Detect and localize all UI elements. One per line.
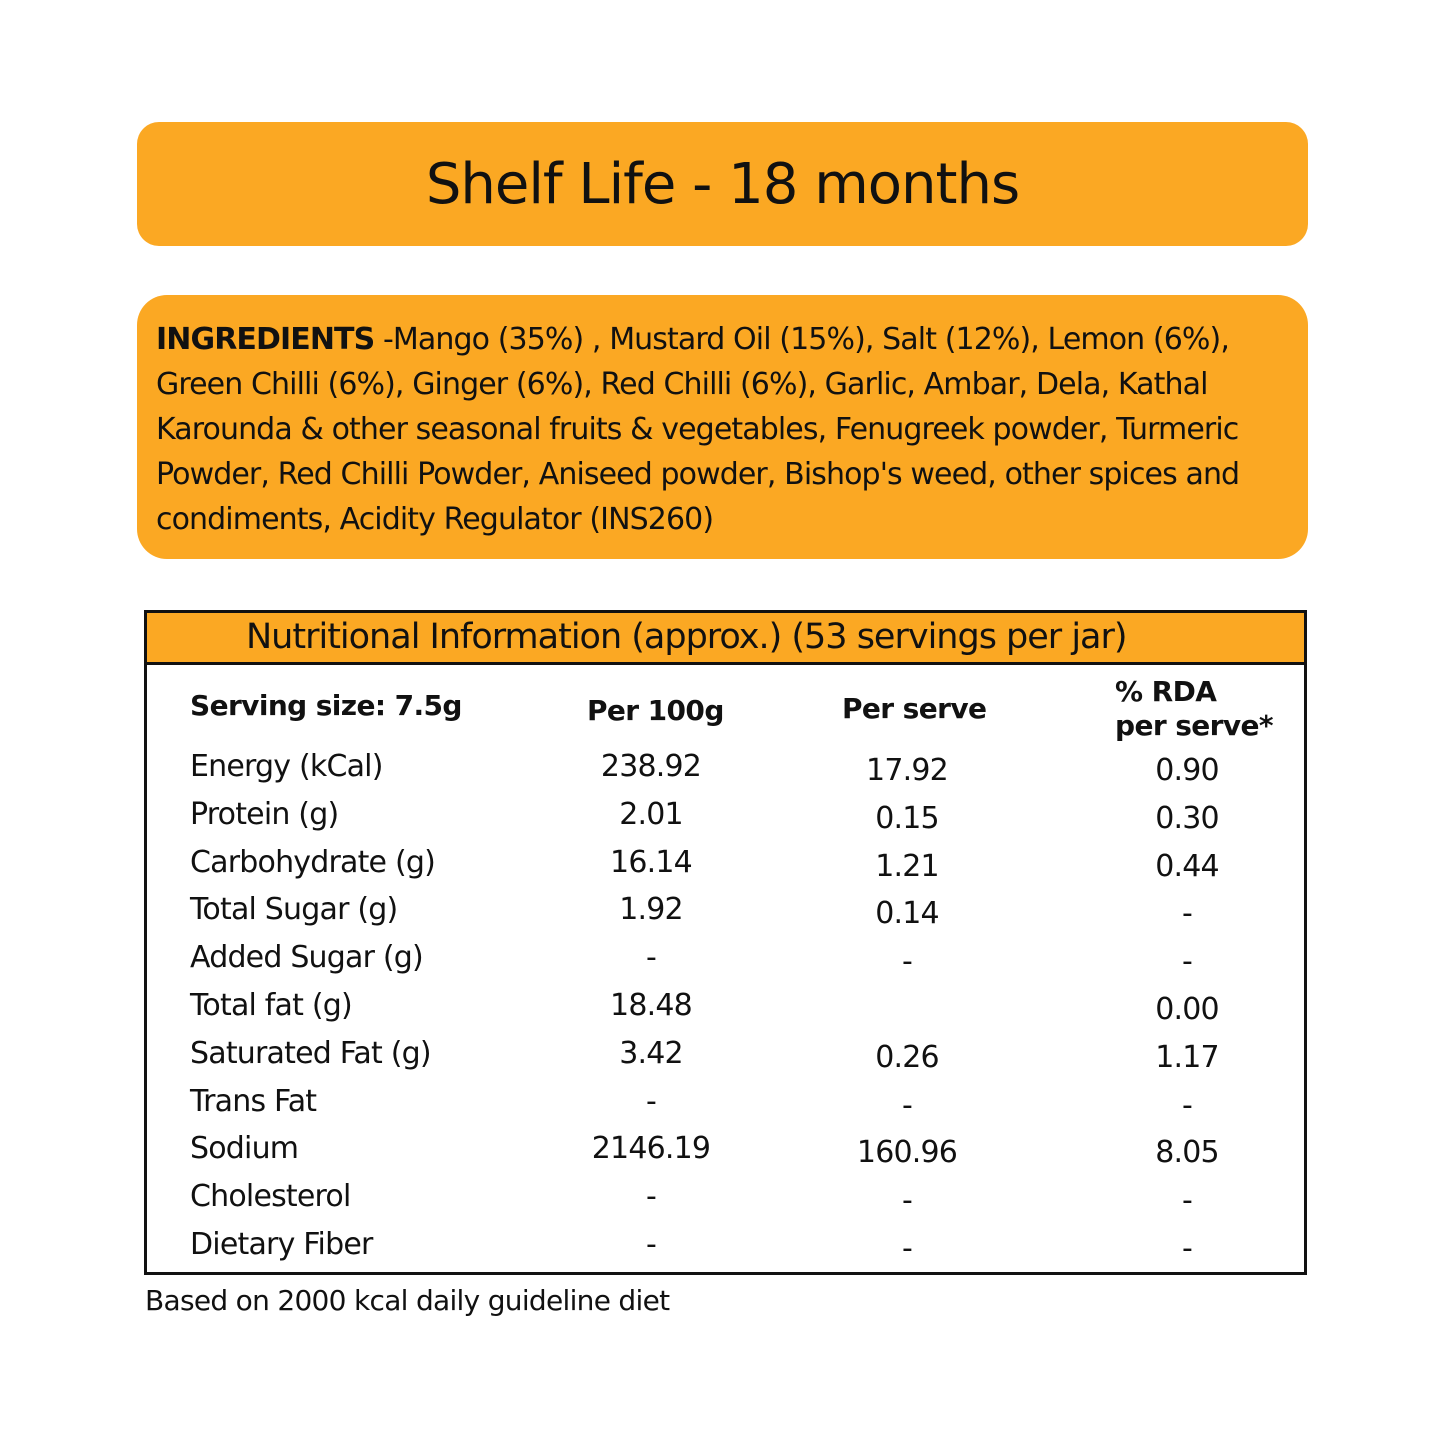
- table-row: Energy (kCal) 238.92 17.92 0.90: [147, 749, 1304, 797]
- per-100g-value-text: 1.92: [619, 892, 683, 928]
- rda-value-text: 1.17: [1155, 1039, 1219, 1075]
- table-row: Saturated Fat (g) 3.42 0.26 1.17: [147, 1036, 1304, 1084]
- table-row: Sodium 2146.19 160.96 8.05: [147, 1131, 1304, 1179]
- per-100g-value-text: 2146.19: [591, 1131, 711, 1167]
- nutrition-header: Nutritional Information (approx.) (53 se…: [147, 613, 1304, 665]
- per-serve-value-text: -: [901, 1231, 913, 1266]
- nutrient-name: Sodium: [190, 1131, 299, 1167]
- rda-value-text: 0.90: [1155, 753, 1219, 788]
- footnote: Based on 2000 kcal daily guideline diet: [145, 1284, 670, 1317]
- ingredients-text: INGREDIENTS -Mango (35%) , Mustard Oil (…: [156, 317, 1288, 542]
- rda-header-line2: per serve*: [1115, 709, 1274, 742]
- per-serve-value-text: 0.26: [875, 1039, 939, 1075]
- nutrition-title: Nutritional Information (approx.) (53 se…: [246, 617, 1128, 657]
- nutrient-name: Dietary Fiber: [190, 1227, 373, 1262]
- per-100g-value-text: 16.14: [610, 844, 693, 880]
- nutrient-name: Trans Fat: [190, 1083, 317, 1119]
- per-serve-value-text: 1.21: [875, 848, 939, 884]
- nutrient-name: Carbohydrate (g): [190, 844, 436, 880]
- per-serve-header: Per serve: [842, 692, 987, 725]
- per-serve-value-text: -: [901, 1087, 913, 1123]
- per-serve-value-text: -: [901, 944, 913, 980]
- table-row: Total fat (g) 18.48 0.00: [147, 988, 1304, 1036]
- nutrient-name: Protein (g): [190, 796, 339, 832]
- per-serve-value-text: -: [901, 1183, 913, 1219]
- serving-size-header: Serving size: 7.5g: [190, 689, 462, 722]
- rda-value-text: -: [1181, 1087, 1193, 1123]
- per-100g-value-text: -: [645, 1083, 657, 1119]
- per-100g-value-text: 3.42: [619, 1035, 683, 1071]
- rda-value-text: 8.05: [1155, 1135, 1219, 1171]
- table-row: Cholesterol - - -: [147, 1179, 1304, 1227]
- table-row: Total Sugar (g) 1.92 0.14 -: [147, 892, 1304, 940]
- ingredients-list: -Mango (35%) , Mustard Oil (15%), Salt (…: [156, 322, 1240, 537]
- nutrient-name: Total fat (g): [190, 988, 353, 1023]
- rda-value-text: -: [1181, 944, 1193, 980]
- rda-value-text: 0.00: [1155, 992, 1219, 1027]
- per-serve-value-text: 0.14: [875, 896, 939, 932]
- rda-value-text: -: [1181, 1231, 1193, 1266]
- rda-header-line1: % RDA: [1115, 675, 1217, 708]
- nutrient-name: Added Sugar (g): [190, 940, 424, 976]
- nutrient-name: Total Sugar (g): [190, 892, 398, 928]
- per-100g-value-text: -: [645, 1227, 657, 1262]
- per-100g-value-text: 18.48: [610, 988, 693, 1023]
- shelf-life-banner: Shelf Life - 18 months: [137, 122, 1308, 246]
- per-100g-value-text: -: [645, 940, 657, 976]
- rda-value-text: -: [1181, 1183, 1193, 1219]
- nutrient-name: Cholesterol: [190, 1179, 351, 1215]
- table-row: Dietary Fiber - - -: [147, 1227, 1304, 1275]
- table-row: Added Sugar (g) - - -: [147, 940, 1304, 988]
- per-serve-value-text: 160.96: [856, 1135, 958, 1171]
- rda-value-text: 0.44: [1155, 848, 1219, 884]
- ingredients-label: INGREDIENTS: [156, 322, 375, 357]
- ingredients-box: INGREDIENTS -Mango (35%) , Mustard Oil (…: [137, 295, 1308, 559]
- per-serve-value-text: 0.15: [875, 800, 939, 836]
- per-serve-value-text: 17.92: [866, 753, 949, 788]
- per-100g-value-text: 2.01: [619, 796, 683, 832]
- nutrient-name: Energy (kCal): [190, 749, 383, 784]
- table-row: Carbohydrate (g) 16.14 1.21 0.44: [147, 845, 1304, 893]
- table-row: Protein (g) 2.01 0.15 0.30: [147, 797, 1304, 845]
- rda-value-text: 0.30: [1155, 800, 1219, 836]
- rda-value-text: -: [1181, 896, 1193, 932]
- per-100g-header: Per 100g: [587, 694, 724, 727]
- per-100g-value-text: 238.92: [600, 749, 702, 784]
- per-100g-value-text: -: [645, 1179, 657, 1215]
- shelf-life-title: Shelf Life - 18 months: [425, 151, 1020, 217]
- table-row: Trans Fat - - -: [147, 1084, 1304, 1132]
- nutrient-name: Saturated Fat (g): [190, 1035, 432, 1071]
- nutrition-table: Nutritional Information (approx.) (53 se…: [144, 610, 1307, 1275]
